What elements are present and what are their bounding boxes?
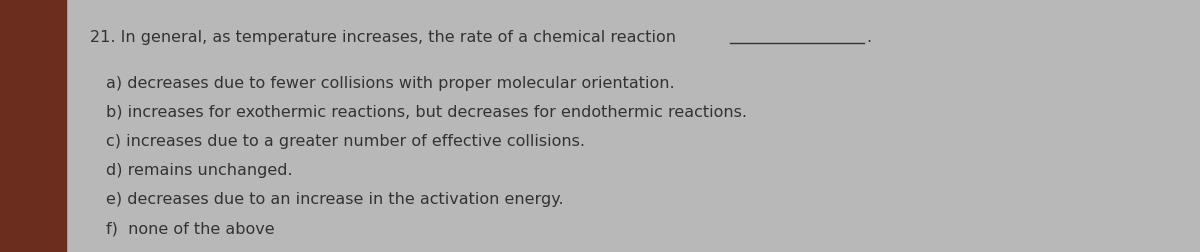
Text: .: .	[866, 30, 871, 45]
Text: e) decreases due to an increase in the activation energy.: e) decreases due to an increase in the a…	[106, 192, 563, 206]
Text: d) remains unchanged.: d) remains unchanged.	[106, 163, 293, 177]
Text: b) increases for exothermic reactions, but decreases for endothermic reactions.: b) increases for exothermic reactions, b…	[106, 105, 746, 119]
Text: a) decreases due to fewer collisions with proper molecular orientation.: a) decreases due to fewer collisions wit…	[106, 76, 674, 90]
Text: c) increases due to a greater number of effective collisions.: c) increases due to a greater number of …	[106, 134, 584, 148]
Bar	[0, 0, 66, 252]
Text: 21. In general, as temperature increases, the rate of a chemical reaction: 21. In general, as temperature increases…	[90, 30, 676, 45]
Text: f)  none of the above: f) none of the above	[106, 220, 275, 235]
